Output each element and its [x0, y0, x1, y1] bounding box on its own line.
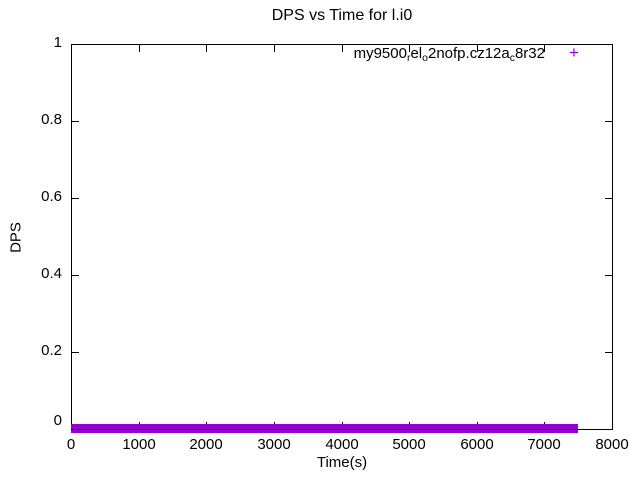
x-tick-mark-top — [139, 45, 140, 52]
plot-area — [71, 44, 613, 430]
x-tick-mark-top — [342, 45, 343, 52]
legend-label-text: el — [410, 45, 423, 62]
legend-label-text: my9500 — [353, 45, 407, 62]
x-tick-label: 2000 — [189, 436, 223, 453]
x-tick-label: 7000 — [527, 436, 561, 453]
legend-label-subscript: r — [406, 52, 411, 64]
y-tick-mark-right — [605, 198, 612, 199]
legend-label-text: 2nofp.cz12a — [427, 45, 510, 62]
y-tick-mark — [72, 352, 79, 353]
x-tick-mark — [612, 422, 613, 429]
x-tick-mark-top — [206, 45, 207, 52]
y-tick-label: 0.4 — [41, 265, 62, 282]
data-series-band — [71, 424, 578, 433]
y-tick-mark — [72, 44, 79, 45]
x-tick-label: 6000 — [460, 436, 494, 453]
x-tick-label: 3000 — [257, 436, 291, 453]
y-tick-mark — [72, 275, 79, 276]
y-tick-label: 0.6 — [41, 188, 62, 205]
x-axis-baseline — [71, 429, 613, 430]
legend-label-text: 8r32 — [514, 45, 545, 62]
x-tick-mark-top — [612, 45, 613, 52]
x-tick-mark-top — [409, 45, 410, 52]
x-tick-mark-top — [274, 45, 275, 52]
y-tick-mark — [72, 121, 79, 122]
x-tick-label: 5000 — [392, 436, 426, 453]
legend-series-label: my9500relo2nofp.cz12ac8r32 — [354, 45, 545, 64]
x-tick-label: 1000 — [122, 436, 156, 453]
legend-plus-marker: + — [569, 43, 579, 62]
y-tick-mark-right — [605, 275, 612, 276]
y-tick-label: 0.8 — [41, 111, 62, 128]
y-tick-label: 0 — [53, 412, 62, 429]
y-tick-mark — [72, 198, 79, 199]
y-tick-label: 1 — [53, 34, 62, 51]
x-tick-label: 8000 — [595, 436, 629, 453]
y-tick-mark-right — [605, 44, 612, 45]
y-tick-label: 0.2 — [41, 342, 62, 359]
legend-label-subscript: o — [422, 52, 428, 64]
x-tick-mark-top — [477, 45, 478, 52]
x-tick-mark-top — [544, 45, 545, 52]
x-tick-mark-top — [71, 45, 72, 52]
y-tick-mark-right — [605, 121, 612, 122]
y-tick-mark-right — [605, 352, 612, 353]
legend-label-subscript: c — [509, 52, 515, 64]
x-tick-label: 0 — [66, 436, 76, 453]
chart-title: DPS vs Time for l.i0 — [271, 7, 413, 24]
x-tick-label: 4000 — [325, 436, 359, 453]
x-axis-label: Time(s) — [316, 454, 368, 471]
